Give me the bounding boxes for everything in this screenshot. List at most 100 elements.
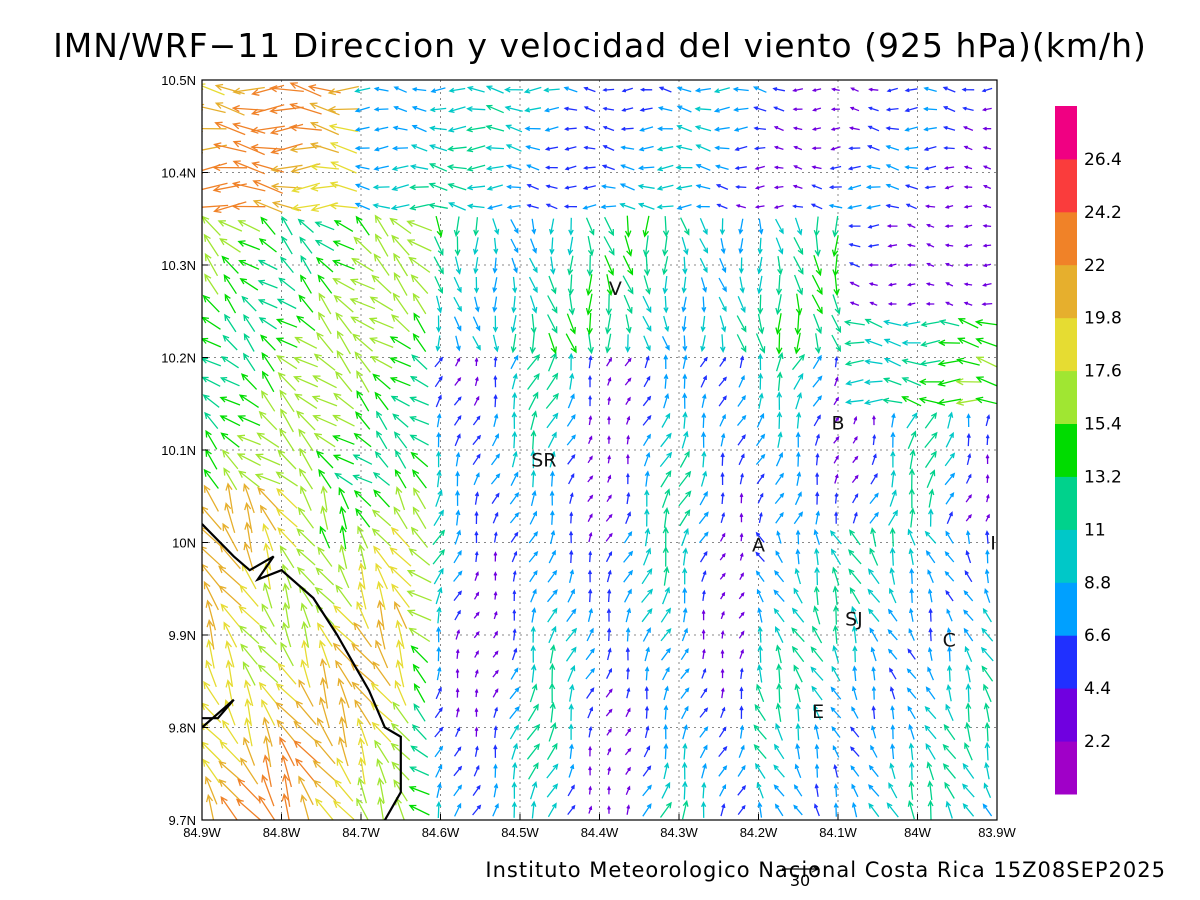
wind-arrow [333,220,354,232]
wind-arrow [298,468,314,490]
wind-arrow [605,551,613,563]
wind-arrow [812,395,823,407]
wind-arrow [222,719,239,745]
wind-arrow [472,804,482,816]
wind-arrow [606,274,614,297]
wind-arrow [255,453,281,466]
wind-arrow [606,569,612,583]
wind-arrow [356,370,370,393]
wind-arrow [681,430,689,449]
wind-arrow [870,744,878,758]
wind-arrow [271,200,302,212]
wind-arrow [644,705,650,719]
wind-arrow [944,185,954,190]
wind-arrow [775,218,784,235]
wind-arrow [232,86,265,95]
wind-arrow [812,354,822,370]
wind-arrow [606,608,612,622]
wind-arrow [243,332,255,352]
wind-arrow [545,392,559,409]
wind-arrow [908,487,915,509]
wind-arrow [582,185,596,190]
wind-arrow [300,485,312,511]
wind-arrow [434,726,444,738]
wind-arrow [983,683,992,703]
wind-arrow [793,274,804,296]
wind-arrow [963,590,974,602]
wind-arrow [455,726,461,737]
wind-arrow [412,292,427,315]
wind-arrow [626,491,631,505]
wind-arrow [701,801,707,818]
wind-arrow [275,337,298,348]
wind-arrow [335,659,353,688]
wind-arrow [375,639,389,669]
wind-arrow [218,565,243,588]
wind-arrow [202,357,222,367]
wind-arrow [718,395,727,407]
wind-arrow [963,185,973,189]
wind-arrow [280,256,294,274]
wind-arrow [357,776,368,804]
wind-arrow [844,340,865,347]
reference-arrow [782,865,820,873]
wind-arrow [372,373,391,390]
wind-arrow [602,125,615,132]
wind-arrow [485,104,504,114]
wind-arrow [603,236,615,256]
wind-arrow [511,257,518,274]
wind-arrow [833,454,839,464]
wind-arrow [269,123,304,135]
wind-arrow [275,508,298,528]
wind-arrow [338,696,348,729]
wind-arrow [887,243,898,248]
wind-arrow [435,686,442,700]
wind-arrow [448,87,466,93]
wind-arrow [277,372,297,392]
wind-arrow [906,412,918,429]
wind-arrow [738,611,745,619]
wind-arrow [548,549,556,564]
wind-arrow [202,506,222,531]
wind-arrow [588,785,593,795]
wind-arrow [752,86,767,93]
wind-arrow [474,296,480,313]
wind-arrow [680,668,690,680]
wind-arrow [607,454,612,464]
wind-arrow [531,607,537,623]
wind-arrow [871,453,877,466]
wind-arrow [775,644,782,664]
wind-arrow [529,257,538,274]
wind-arrow [694,106,712,112]
wind-arrow [828,185,842,190]
wind-arrow [202,215,221,236]
wind-arrow [955,378,981,386]
wind-arrow [813,605,821,625]
wind-arrow [377,777,385,804]
wind-arrow [906,302,916,307]
wind-arrow [338,486,350,510]
wind-arrow [204,411,219,430]
wind-arrow [219,376,240,387]
wind-arrow [773,126,784,132]
wind-arrow [289,102,322,115]
wind-arrow [832,624,839,644]
wind-arrow [318,468,332,489]
wind-arrow [492,296,498,313]
wind-arrow [833,274,840,297]
wind-arrow [718,745,728,758]
wind-arrow [981,87,993,93]
wind-arrow [795,722,801,741]
wind-arrow [833,763,839,778]
wind-arrow [867,224,880,229]
wind-arrow [455,648,460,659]
wind-arrow [512,589,517,602]
wind-arrow [942,743,957,760]
wind-arrow [474,510,479,525]
wind-arrow [352,474,373,484]
wind-arrow [607,415,611,425]
wind-arrow [446,164,467,171]
wind-arrow [965,683,972,703]
wind-arrow [623,294,633,315]
wind-arrow [374,450,389,468]
